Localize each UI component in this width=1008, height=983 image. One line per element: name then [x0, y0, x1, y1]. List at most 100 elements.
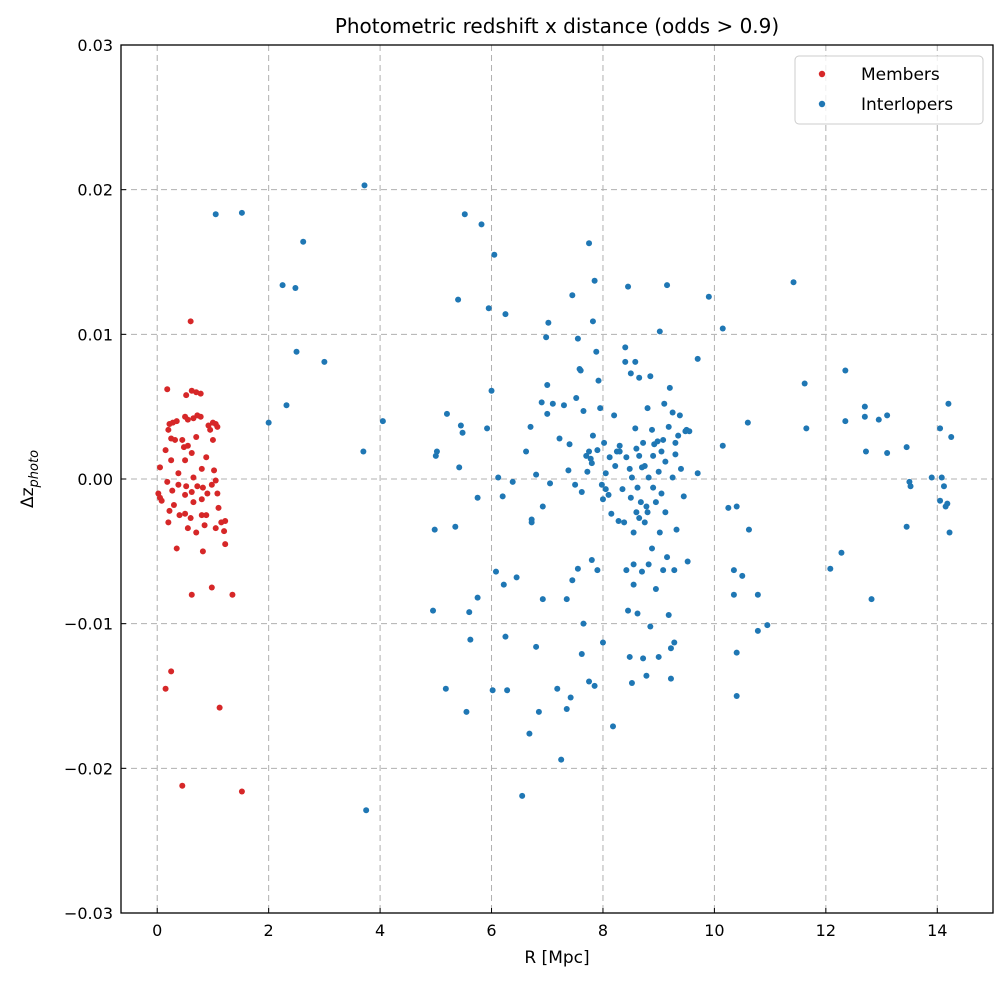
- point-interlopers: [672, 451, 679, 458]
- point-members: [164, 386, 171, 393]
- point-interlopers: [662, 509, 669, 516]
- point-members: [182, 457, 189, 464]
- point-interlopers: [484, 425, 491, 432]
- point-interlopers: [265, 419, 272, 426]
- point-interlopers: [612, 462, 619, 469]
- point-members: [203, 454, 210, 461]
- point-interlopers: [862, 448, 869, 455]
- point-interlopers: [669, 409, 676, 416]
- point-interlopers: [623, 454, 630, 461]
- point-interlopers: [790, 279, 797, 286]
- point-interlopers: [442, 685, 449, 692]
- x-tick-label: 0: [152, 921, 162, 940]
- point-interlopers: [554, 685, 561, 692]
- point-interlopers: [667, 645, 674, 652]
- point-interlopers: [523, 448, 530, 455]
- point-interlopers: [660, 567, 667, 574]
- point-members: [212, 525, 219, 532]
- point-interlopers: [572, 481, 579, 488]
- point-interlopers: [664, 554, 671, 561]
- point-interlopers: [615, 517, 622, 524]
- point-members: [187, 515, 194, 522]
- point-interlopers: [645, 474, 652, 481]
- series-members: [155, 318, 245, 795]
- point-interlopers: [628, 474, 635, 481]
- point-interlopers: [502, 633, 509, 640]
- point-interlopers: [560, 402, 567, 409]
- point-interlopers: [636, 515, 643, 522]
- x-tick-label: 2: [264, 921, 274, 940]
- point-interlopers: [467, 636, 474, 643]
- point-interlopers: [591, 277, 598, 284]
- legend-label-interlopers: Interlopers: [861, 95, 953, 115]
- point-interlopers: [675, 432, 682, 439]
- point-interlopers: [634, 610, 641, 617]
- point-interlopers: [360, 448, 367, 455]
- point-interlopers: [461, 211, 468, 218]
- point-interlopers: [539, 596, 546, 603]
- point-interlopers: [655, 468, 662, 475]
- point-interlopers: [658, 448, 665, 455]
- point-interlopers: [488, 387, 495, 394]
- point-interlopers: [580, 408, 587, 415]
- point-interlopers: [609, 723, 616, 730]
- point-members: [193, 529, 200, 536]
- point-interlopers: [907, 483, 914, 490]
- point-interlopers: [946, 529, 953, 536]
- chart-title: Photometric redshift x distance (odds > …: [335, 14, 779, 38]
- point-members: [175, 470, 182, 477]
- point-interlopers: [595, 377, 602, 384]
- point-interlopers: [676, 412, 683, 419]
- point-interlopers: [948, 434, 955, 441]
- point-interlopers: [838, 549, 845, 556]
- point-interlopers: [594, 567, 601, 574]
- point-interlopers: [803, 425, 810, 432]
- point-members: [184, 525, 191, 532]
- point-interlopers: [669, 474, 676, 481]
- point-interlopers: [645, 561, 652, 568]
- x-tick-label: 4: [375, 921, 385, 940]
- point-interlopers: [602, 470, 609, 477]
- point-members: [198, 512, 205, 519]
- point-members: [215, 504, 222, 511]
- point-interlopers: [527, 423, 534, 430]
- point-interlopers: [641, 519, 648, 526]
- point-interlopers: [293, 348, 300, 355]
- point-interlopers: [630, 581, 637, 588]
- point-members: [194, 483, 201, 490]
- y-tick-label: −0.02: [64, 759, 113, 778]
- point-interlopers: [625, 283, 632, 290]
- point-interlopers: [626, 465, 633, 472]
- point-members: [221, 528, 228, 535]
- point-members: [216, 704, 223, 711]
- x-tick-label: 12: [816, 921, 836, 940]
- point-interlopers: [684, 558, 691, 565]
- point-members: [197, 390, 204, 397]
- point-interlopers: [664, 282, 671, 289]
- point-members: [182, 491, 189, 498]
- point-interlopers: [625, 607, 632, 614]
- point-members: [158, 497, 165, 504]
- point-interlopers: [379, 418, 386, 425]
- point-interlopers: [937, 425, 944, 432]
- legend: Members Interlopers: [794, 55, 984, 125]
- point-members: [183, 392, 190, 399]
- point-interlopers: [569, 292, 576, 299]
- point-interlopers: [563, 596, 570, 603]
- point-members: [197, 413, 204, 420]
- point-interlopers: [588, 557, 595, 564]
- point-interlopers: [574, 565, 581, 572]
- point-members: [190, 499, 197, 506]
- point-interlopers: [658, 490, 665, 497]
- point-interlopers: [754, 627, 761, 634]
- point-interlopers: [628, 679, 635, 686]
- point-interlopers: [666, 384, 673, 391]
- point-interlopers: [533, 643, 540, 650]
- point-interlopers: [656, 328, 663, 335]
- y-tick-label: −0.03: [64, 904, 113, 923]
- point-interlopers: [744, 419, 751, 426]
- point-members: [188, 591, 195, 598]
- point-interlopers: [686, 428, 693, 435]
- point-interlopers: [619, 486, 626, 493]
- point-interlopers: [665, 611, 672, 618]
